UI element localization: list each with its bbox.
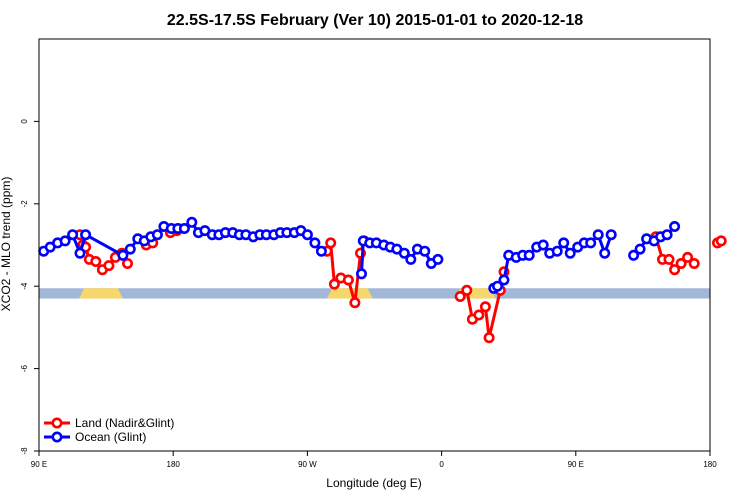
legend-ocean-marker xyxy=(51,431,63,443)
land-point xyxy=(103,260,115,272)
ocean-point xyxy=(419,245,431,257)
plot-frame xyxy=(38,38,711,452)
land-point xyxy=(349,297,361,309)
ocean-point xyxy=(537,239,549,251)
land-point xyxy=(663,253,675,265)
y-tick-label: -8 xyxy=(20,447,29,455)
y-tick-label: 0 xyxy=(20,119,29,124)
ocean-point xyxy=(551,245,563,257)
ocean-point xyxy=(432,253,444,265)
ocean-point xyxy=(309,237,321,249)
land-patch xyxy=(79,288,123,299)
land-point xyxy=(715,235,727,247)
series-layer xyxy=(38,216,727,344)
ocean-point xyxy=(67,229,79,241)
x-tick-label: 180 xyxy=(167,460,181,469)
land-point xyxy=(325,237,337,249)
x-axis: 90 E 180 90 W 0 90 E 180 xyxy=(31,451,717,469)
ocean-point xyxy=(523,249,535,261)
x-tick-label: 90 W xyxy=(298,460,317,469)
ocean-point xyxy=(151,229,163,241)
y-axis: -8 -6 -4 -2 0 xyxy=(20,119,39,455)
land-point xyxy=(479,301,491,313)
ocean-band xyxy=(39,288,710,299)
ocean-point xyxy=(669,221,681,233)
ocean-point xyxy=(605,229,617,241)
ocean-point xyxy=(405,253,417,265)
ocean-point xyxy=(628,249,640,261)
ocean-point xyxy=(59,235,71,247)
chart-title: 22.5S-17.5S February (Ver 10) 2015-01-01… xyxy=(167,12,583,29)
ocean-point xyxy=(585,237,597,249)
x-tick-label: 90 E xyxy=(568,460,584,469)
legend-ocean-label: Ocean (Glint) xyxy=(75,430,146,444)
x-tick-label: 90 E xyxy=(31,460,47,469)
ocean-point xyxy=(315,245,327,257)
ocean-point xyxy=(661,229,673,241)
x-tick-label: 180 xyxy=(703,460,717,469)
x-tick-label: 0 xyxy=(439,460,444,469)
land-point xyxy=(342,274,354,286)
land-series xyxy=(74,225,727,344)
ocean-series xyxy=(38,216,681,294)
ocean-point xyxy=(599,247,611,259)
land-point xyxy=(688,257,700,269)
land-point xyxy=(682,251,694,263)
y-tick-label: -2 xyxy=(20,200,29,208)
land-point xyxy=(328,278,340,290)
land-patch xyxy=(326,288,373,299)
land-point xyxy=(483,332,495,344)
land-point xyxy=(90,255,102,267)
land-point xyxy=(669,264,681,276)
y-axis-title: XCO2 - MLO trend (ppm) xyxy=(0,177,13,312)
land-point xyxy=(461,284,473,296)
ocean-point xyxy=(178,223,190,235)
ocean-point xyxy=(564,247,576,259)
legend-land-label: Land (Nadir&Glint) xyxy=(75,416,174,430)
y-tick-label: -4 xyxy=(20,282,29,290)
ocean-point xyxy=(74,247,86,259)
land-point xyxy=(454,290,466,302)
ocean-point xyxy=(355,268,367,280)
y-tick-label: -6 xyxy=(20,364,29,372)
ocean-point xyxy=(491,280,503,292)
ocean-point xyxy=(186,216,198,228)
surface-band xyxy=(39,288,710,299)
ocean-point xyxy=(124,243,136,255)
ocean-point xyxy=(558,237,570,249)
ocean-point xyxy=(398,247,410,259)
land-point xyxy=(473,309,485,321)
ocean-point xyxy=(634,243,646,255)
ocean-point xyxy=(301,229,313,241)
ocean-point xyxy=(80,229,92,241)
ocean-point xyxy=(592,229,604,241)
land-point xyxy=(122,257,134,269)
ocean-point xyxy=(117,249,129,261)
legend: Land (Nadir&Glint) Ocean (Glint) xyxy=(44,416,174,444)
x-axis-title: Longitude (deg E) xyxy=(326,476,421,490)
legend-land-marker xyxy=(51,417,63,429)
ocean-point xyxy=(498,274,510,286)
land-point xyxy=(675,257,687,269)
